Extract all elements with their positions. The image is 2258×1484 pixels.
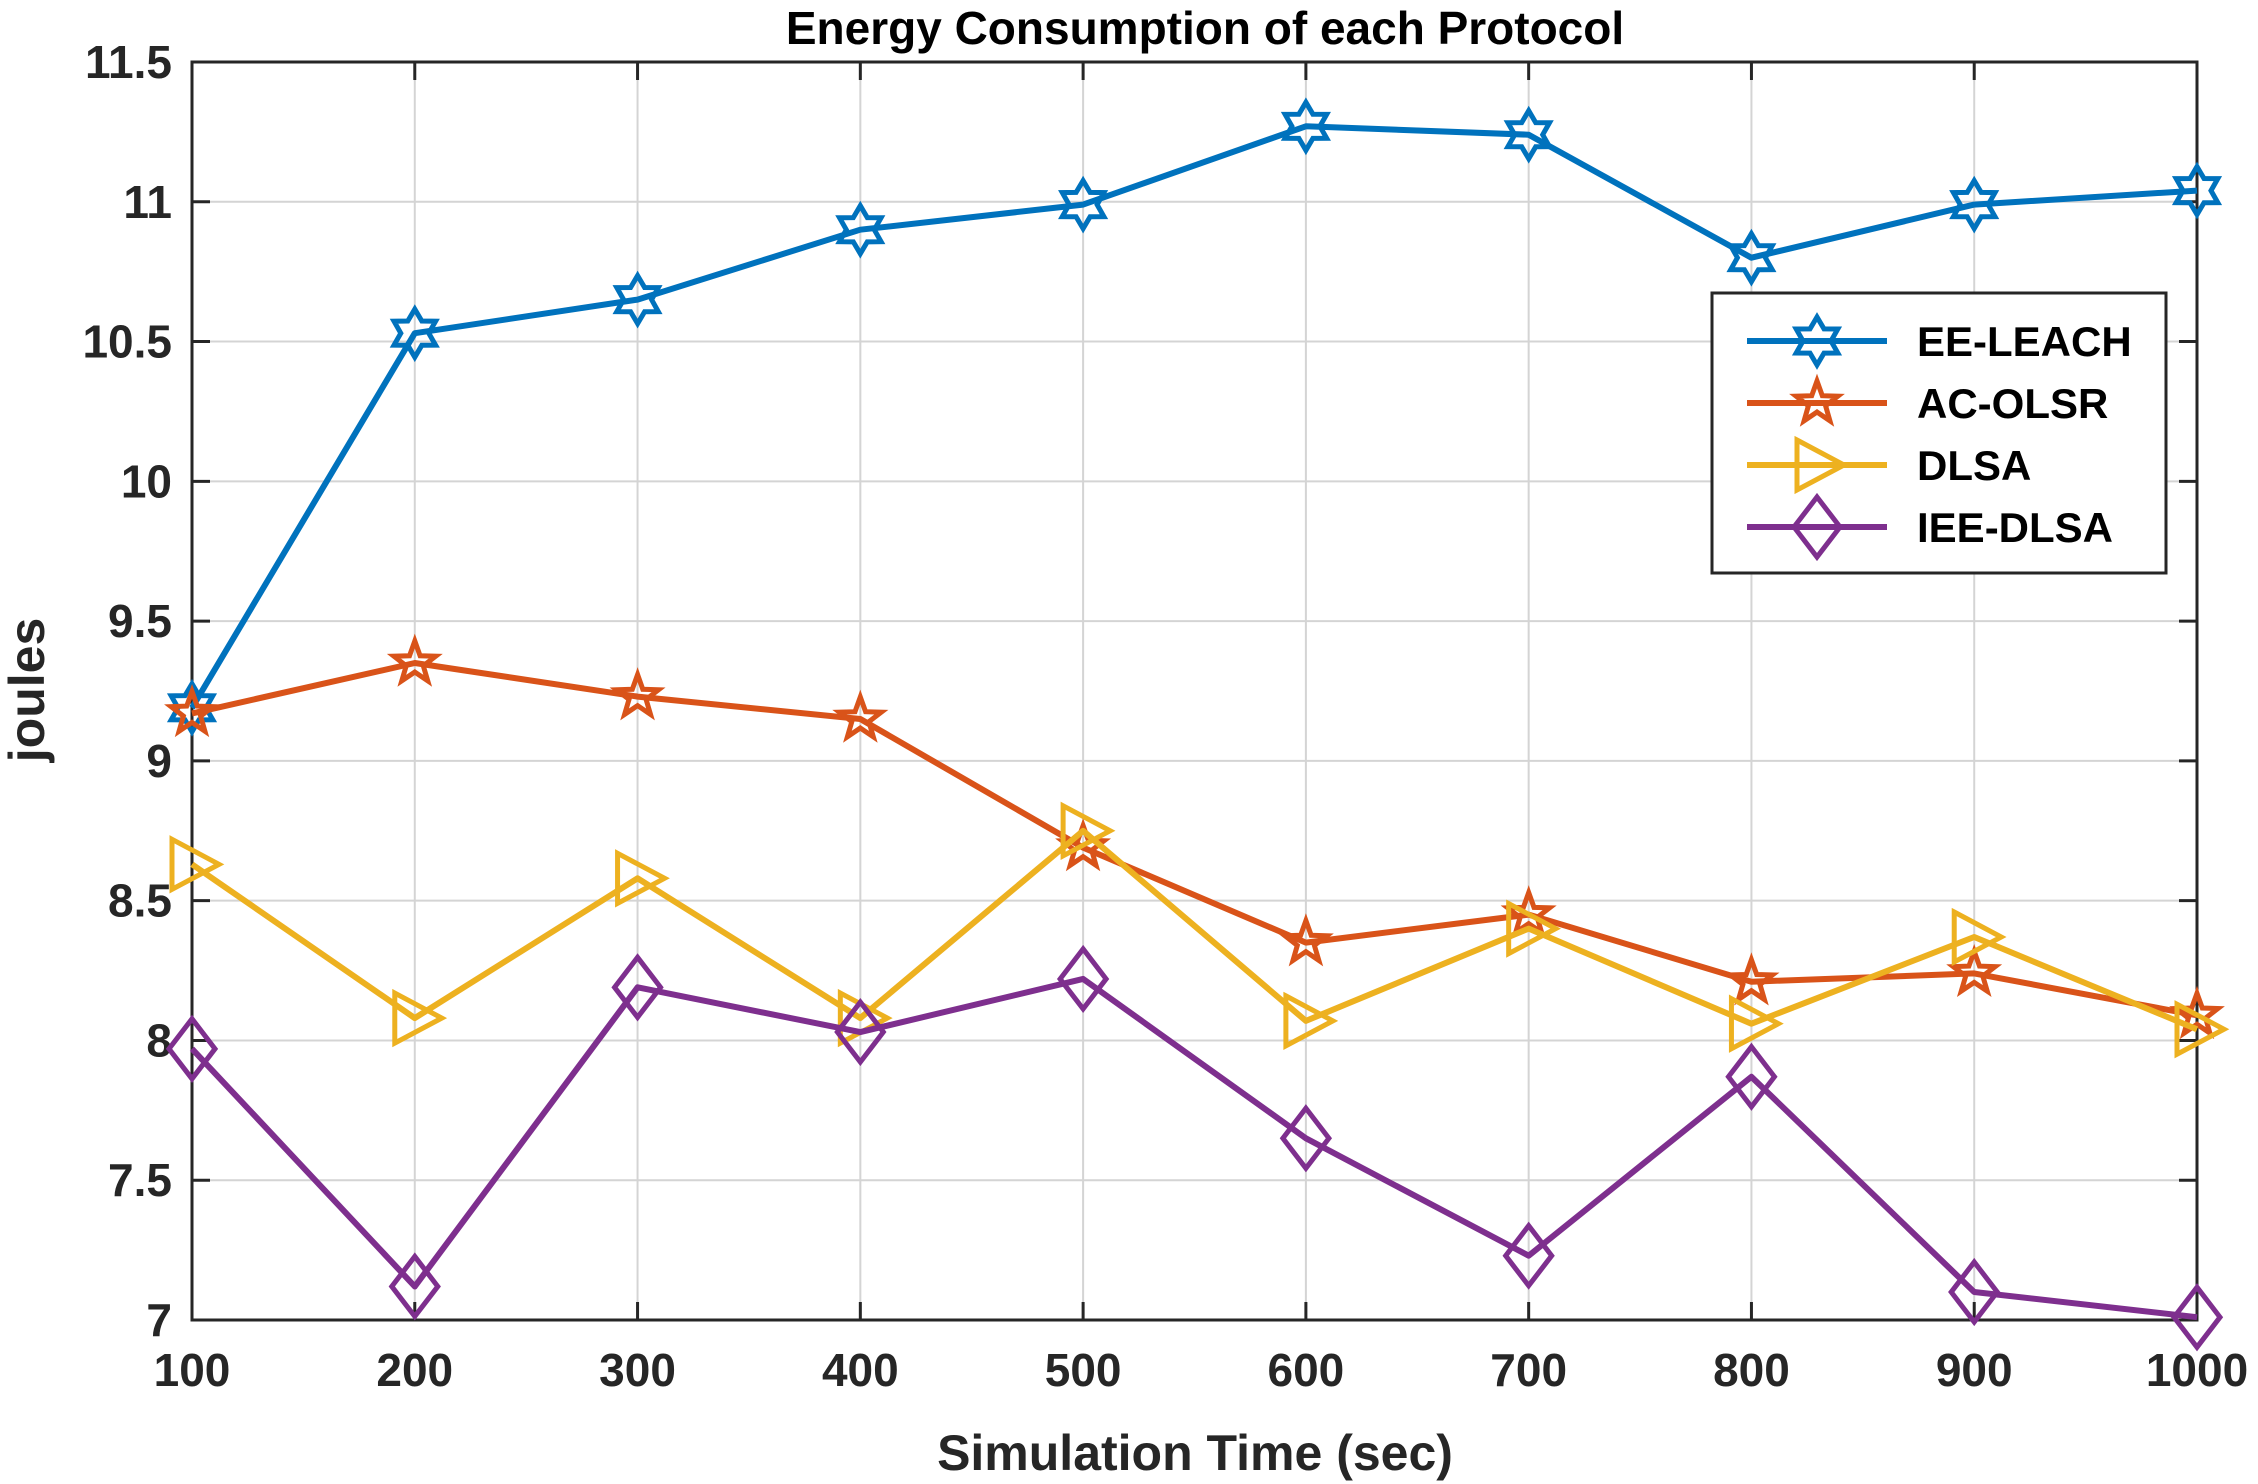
data-point-marker [615, 849, 670, 908]
x-tick-label: 600 [1268, 1344, 1345, 1396]
legend-label: AC-OLSR [1917, 380, 2108, 427]
data-point-marker [169, 835, 225, 894]
data-point-marker [835, 200, 886, 259]
data-point-marker [1951, 907, 2007, 967]
data-point-marker [165, 1014, 219, 1083]
chart-title: Energy Consumption of each Protocol [786, 2, 1624, 54]
data-point-marker [1058, 175, 1109, 234]
data-point-marker [2174, 1000, 2230, 1059]
legend-label: IEE-DLSA [1917, 504, 2113, 551]
legend-label: EE-LEACH [1917, 318, 2132, 365]
data-point-marker [1728, 994, 1784, 1053]
x-tick-label: 100 [154, 1344, 231, 1396]
legend-label: DLSA [1917, 442, 2031, 489]
data-point-marker [834, 997, 887, 1067]
x-tick-label: 500 [1045, 1344, 1122, 1396]
x-tick-label: 800 [1713, 1344, 1790, 1396]
x-tick-label: 300 [599, 1344, 676, 1396]
x-tick-label: 1000 [2146, 1344, 2248, 1396]
y-tick-label: 11.5 [85, 36, 172, 88]
data-point-marker [166, 678, 218, 737]
data-point-marker [164, 684, 220, 738]
x-tick-label: 200 [376, 1344, 453, 1396]
data-point-marker [1280, 97, 1331, 156]
data-point-marker [832, 689, 889, 743]
x-tick-label: 700 [1490, 1344, 1567, 1396]
data-point-marker [1725, 1042, 1778, 1111]
data-point-marker [389, 304, 440, 363]
y-tick-label: 8 [146, 1014, 172, 1066]
data-point-marker [1283, 991, 1339, 1051]
data-point-marker [1946, 944, 2003, 998]
legend-item: EE-LEACH [1747, 312, 2132, 370]
legend-marker [1789, 373, 1845, 427]
data-point-marker [386, 633, 443, 687]
legend-item: IEE-DLSA [1747, 492, 2113, 562]
y-tick-label: 9.5 [108, 595, 172, 647]
data-point-marker [1503, 105, 1554, 164]
legend-marker [1790, 492, 1844, 562]
x-tick-label: 900 [1936, 1344, 2013, 1396]
legend: EE-LEACH AC-OLSR DLSA IEE-DLSA [1710, 291, 2168, 575]
data-point-marker [392, 988, 448, 1048]
y-tick-label: 9 [146, 735, 172, 787]
data-point-marker [1506, 899, 1561, 958]
y-tick-label: 10.5 [82, 316, 172, 368]
legend-item: DLSA [1747, 435, 2031, 495]
legend-marker [1791, 312, 1843, 370]
data-point-marker [1502, 1221, 1555, 1290]
data-point-marker [1948, 1257, 2001, 1327]
y-tick-label: 10 [121, 455, 172, 507]
legend-marker [1794, 435, 1850, 495]
series-line [189, 123, 2198, 710]
y-tick-label: 8.5 [108, 875, 172, 927]
data-point-marker [611, 953, 664, 1022]
x-axis-label: Simulation Time (sec) [937, 1425, 1453, 1481]
series-lines [164, 97, 2230, 1352]
data-point-marker [612, 270, 663, 329]
data-point-marker [1279, 1104, 1333, 1173]
series-line [189, 975, 2198, 1321]
data-point-marker [1060, 801, 1116, 860]
data-point-marker [1726, 228, 1777, 287]
series-ee-leach [166, 97, 2223, 737]
y-tick-label: 7.5 [108, 1154, 172, 1206]
data-point-marker [1056, 944, 1110, 1014]
series-iee-dlsa [165, 944, 2224, 1352]
data-point-marker [2170, 1283, 2224, 1352]
y-axis-label: joules [0, 618, 55, 763]
x-tick-label: 400 [822, 1344, 899, 1396]
legend-item: AC-OLSR [1747, 373, 2108, 427]
data-point-marker [1278, 913, 1334, 967]
y-tick-label: 7 [146, 1294, 172, 1346]
data-point-marker [1949, 175, 2000, 234]
data-point-marker [2171, 161, 2223, 220]
data-point-marker [388, 1252, 441, 1321]
data-point-marker [1723, 952, 1780, 1006]
axis-ticks: 100 200 300 400 500 600 700 800 900 1000 7 7.5 8 8.5 9… [82, 36, 2248, 1396]
series-line [190, 827, 2199, 1033]
y-tick-label: 11 [123, 176, 172, 228]
data-point-marker [609, 667, 666, 721]
